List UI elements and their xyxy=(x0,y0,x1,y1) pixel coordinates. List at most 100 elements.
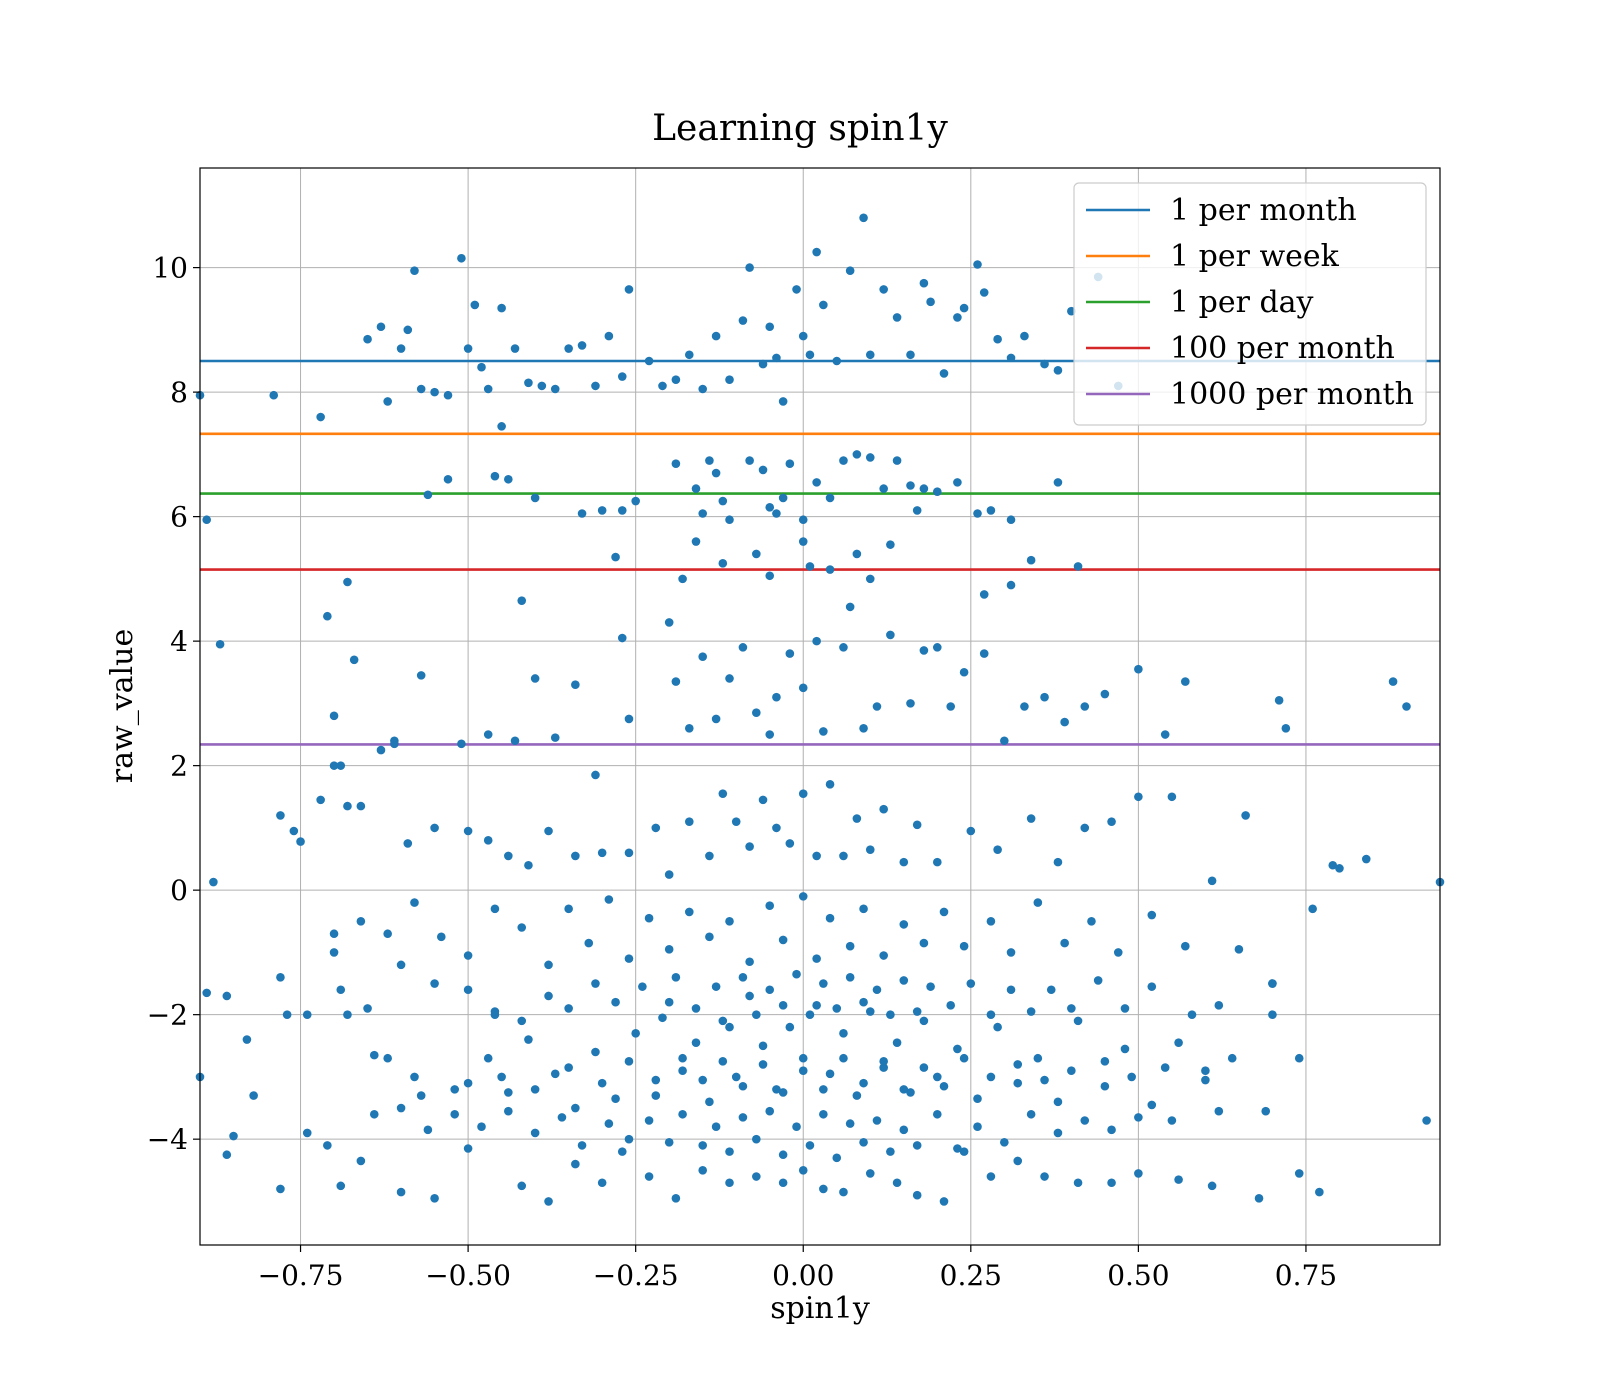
scatter-point xyxy=(644,1116,654,1125)
scatter-point xyxy=(852,450,862,459)
scatter-point xyxy=(336,761,346,770)
scatter-point xyxy=(490,471,500,481)
scatter-point xyxy=(798,683,808,693)
scatter-point xyxy=(805,562,815,571)
scatter-point xyxy=(222,1150,232,1160)
scatter-point xyxy=(450,1085,460,1094)
scatter-point xyxy=(571,680,580,690)
scatter-point xyxy=(778,935,788,945)
scatter-point xyxy=(1160,730,1170,739)
scatter-point xyxy=(859,213,868,223)
scatter-point xyxy=(1053,1097,1063,1107)
scatter-point xyxy=(738,643,748,652)
scatter-point xyxy=(363,334,372,344)
legend: 1 per month 1 per week 1 per day 100 per mo… xyxy=(1073,182,1427,426)
scatter-point xyxy=(1308,904,1317,914)
scatter-point xyxy=(1294,1053,1304,1063)
scatter-point xyxy=(772,1085,781,1094)
scatter-point xyxy=(302,1128,312,1138)
scatter-point xyxy=(765,730,775,739)
scatter-point xyxy=(953,1044,962,1054)
scatter-point xyxy=(798,892,808,901)
scatter-point xyxy=(544,1197,553,1206)
scatter-point xyxy=(725,1178,734,1188)
scatter-point xyxy=(269,390,279,400)
scatter-point xyxy=(604,895,614,904)
scatter-point xyxy=(1388,677,1398,686)
scatter-point xyxy=(517,1016,527,1026)
scatter-point xyxy=(597,506,607,515)
scatter-point xyxy=(932,643,942,652)
scatter-point xyxy=(705,851,714,861)
scatter-point xyxy=(819,1109,828,1119)
scatter-point xyxy=(591,770,600,780)
scatter-point xyxy=(249,1091,258,1100)
scatter-point xyxy=(1026,1007,1036,1016)
scatter-point xyxy=(1067,1066,1076,1075)
scatter-point xyxy=(691,537,701,546)
scatter-point xyxy=(879,1063,888,1072)
scatter-point xyxy=(912,1190,922,1200)
scatter-point xyxy=(1207,1181,1217,1191)
scatter-point xyxy=(745,842,754,851)
scatter-point xyxy=(1060,717,1069,727)
scatter-point xyxy=(1294,1169,1304,1178)
scatter-point xyxy=(1026,555,1036,565)
scatter-point xyxy=(550,1069,560,1079)
scatter-point xyxy=(591,381,600,391)
scatter-point xyxy=(879,804,888,814)
scatter-point xyxy=(691,484,701,493)
scatter-point xyxy=(1134,1169,1143,1178)
scatter-point xyxy=(631,496,640,506)
scatter-point xyxy=(778,1150,788,1160)
scatter-point xyxy=(617,633,627,643)
scatter-point xyxy=(1254,1194,1264,1203)
scatter-point xyxy=(463,951,473,960)
scatter-point xyxy=(705,932,714,942)
scatter-point xyxy=(738,1081,748,1091)
scatter-point xyxy=(316,795,325,805)
scatter-point xyxy=(376,322,386,332)
scatter-point xyxy=(597,848,607,858)
scatter-point xyxy=(698,1075,708,1085)
scatter-point xyxy=(892,1038,902,1047)
scatter-point xyxy=(564,904,573,914)
scatter-point xyxy=(316,412,325,422)
scatter-point xyxy=(752,1134,761,1144)
scatter-point xyxy=(919,278,929,288)
scatter-point xyxy=(517,596,527,605)
scatter-point xyxy=(778,1001,788,1010)
scatter-point xyxy=(490,904,500,914)
scatter-point xyxy=(738,973,748,982)
scatter-point xyxy=(349,655,359,665)
scatter-point xyxy=(497,1072,506,1082)
scatter-point xyxy=(624,1134,634,1144)
scatter-point xyxy=(477,362,486,372)
chart-title: Learning spin1y xyxy=(652,108,948,149)
scatter-point xyxy=(416,384,426,394)
scatter-point xyxy=(296,837,305,846)
scatter-point xyxy=(1060,938,1069,948)
scatter-point xyxy=(1261,1106,1271,1116)
scatter-point xyxy=(684,350,694,360)
scatter-point xyxy=(792,969,801,979)
scatter-point xyxy=(1040,692,1049,702)
scatter-point xyxy=(959,1147,969,1156)
scatter-point xyxy=(718,1057,728,1066)
scatter-point xyxy=(664,618,674,627)
scatter-point xyxy=(658,1013,667,1023)
scatter-point xyxy=(752,708,761,718)
scatter-point xyxy=(1214,1001,1224,1010)
x-tick-label: −0.75 xyxy=(258,1259,344,1292)
scatter-point xyxy=(865,350,875,360)
scatter-point xyxy=(752,1172,761,1181)
scatter-point xyxy=(886,1147,895,1156)
x-tick-label: −0.50 xyxy=(425,1259,511,1292)
scatter-point xyxy=(591,1047,600,1057)
scatter-point xyxy=(1000,1137,1009,1147)
scatter-point xyxy=(276,1184,285,1194)
scatter-point xyxy=(698,652,708,661)
scatter-point xyxy=(369,1109,379,1119)
scatter-point xyxy=(1201,1075,1210,1085)
scatter-point xyxy=(939,907,949,917)
